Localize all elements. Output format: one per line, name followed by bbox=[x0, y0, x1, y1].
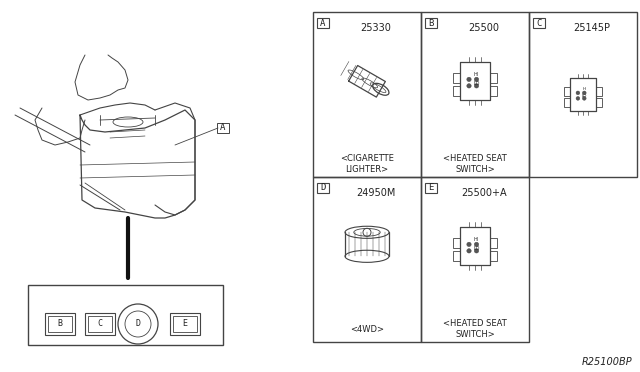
Circle shape bbox=[474, 242, 479, 247]
Circle shape bbox=[467, 77, 471, 81]
Text: A: A bbox=[320, 19, 326, 28]
Circle shape bbox=[467, 84, 471, 88]
Circle shape bbox=[467, 248, 471, 253]
Text: 25500: 25500 bbox=[468, 23, 499, 33]
Bar bbox=[425, 183, 437, 193]
Circle shape bbox=[474, 248, 479, 253]
Bar bbox=[48, 316, 72, 332]
Text: B: B bbox=[428, 19, 434, 28]
Text: HI: HI bbox=[474, 72, 479, 77]
Bar bbox=[490, 86, 497, 96]
Circle shape bbox=[582, 96, 586, 100]
Circle shape bbox=[576, 91, 580, 95]
Bar bbox=[453, 251, 460, 261]
Text: LO: LO bbox=[474, 81, 480, 86]
Bar bbox=[421, 12, 529, 177]
Bar bbox=[490, 73, 497, 83]
Text: C: C bbox=[97, 320, 102, 328]
Circle shape bbox=[474, 77, 479, 81]
Bar bbox=[217, 123, 229, 133]
Text: HI: HI bbox=[582, 87, 586, 91]
Bar bbox=[490, 237, 497, 247]
Text: R25100BP: R25100BP bbox=[581, 357, 632, 367]
Circle shape bbox=[467, 242, 471, 247]
Text: D: D bbox=[320, 183, 326, 192]
Text: 24950M: 24950M bbox=[356, 188, 396, 198]
Text: <HEATED SEAT
SWITCH>: <HEATED SEAT SWITCH> bbox=[443, 319, 507, 339]
Text: <CIGARETTE
LIGHTER>: <CIGARETTE LIGHTER> bbox=[340, 154, 394, 174]
Text: B: B bbox=[58, 320, 63, 328]
Circle shape bbox=[474, 84, 479, 88]
Bar bbox=[564, 98, 570, 107]
Text: HI: HI bbox=[474, 237, 479, 242]
Bar bbox=[85, 313, 115, 335]
Bar bbox=[529, 12, 637, 177]
Bar bbox=[533, 18, 545, 28]
Bar bbox=[313, 12, 421, 177]
Bar bbox=[490, 251, 497, 261]
Circle shape bbox=[582, 91, 586, 95]
Bar bbox=[317, 183, 329, 193]
Text: 25500+A: 25500+A bbox=[461, 188, 506, 198]
Text: A: A bbox=[220, 124, 226, 132]
Text: E: E bbox=[182, 320, 188, 328]
Bar bbox=[453, 86, 460, 96]
Text: LO: LO bbox=[582, 94, 587, 98]
Bar bbox=[425, 18, 437, 28]
Text: C: C bbox=[536, 19, 541, 28]
Circle shape bbox=[576, 96, 580, 100]
Bar bbox=[596, 98, 602, 107]
Bar bbox=[453, 73, 460, 83]
Bar bbox=[28, 285, 223, 345]
Bar bbox=[453, 237, 460, 247]
Bar bbox=[317, 18, 329, 28]
Text: 25330: 25330 bbox=[360, 23, 391, 33]
Bar bbox=[45, 313, 75, 335]
Bar bbox=[596, 87, 602, 96]
Text: D: D bbox=[136, 320, 141, 328]
Bar bbox=[173, 316, 197, 332]
Bar bbox=[564, 87, 570, 96]
Text: 25145P: 25145P bbox=[573, 23, 610, 33]
Text: <HEATED SEAT
SWITCH>: <HEATED SEAT SWITCH> bbox=[443, 154, 507, 174]
Bar bbox=[88, 316, 112, 332]
Text: LO: LO bbox=[474, 246, 480, 251]
Text: <4WD>: <4WD> bbox=[350, 324, 384, 334]
Bar bbox=[421, 177, 529, 342]
Bar bbox=[170, 313, 200, 335]
Bar bbox=[313, 177, 421, 342]
Text: E: E bbox=[428, 183, 434, 192]
